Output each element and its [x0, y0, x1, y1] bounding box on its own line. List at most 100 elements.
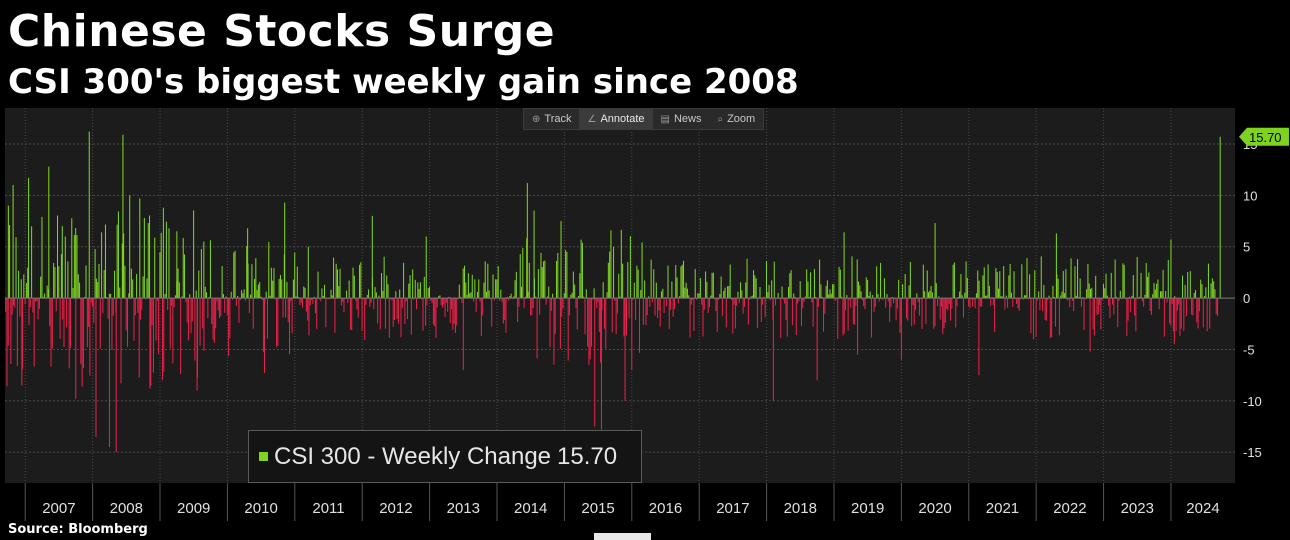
bar [189, 294, 191, 299]
bar [462, 298, 464, 370]
bar [887, 298, 889, 302]
bar [592, 298, 594, 300]
bar [518, 298, 520, 307]
bar [91, 298, 94, 307]
bar [1121, 298, 1123, 300]
bar [1077, 259, 1079, 299]
bar [807, 281, 809, 299]
bar [29, 298, 31, 308]
bar [1170, 239, 1172, 299]
bar [863, 298, 865, 307]
bar [692, 298, 694, 300]
source-note: Source: Bloomberg [8, 522, 148, 537]
bar [526, 183, 528, 299]
bar [266, 298, 269, 339]
bar [915, 298, 917, 310]
bar [1007, 298, 1009, 308]
bar [438, 296, 440, 299]
bar [751, 295, 753, 299]
bar [381, 273, 383, 299]
bar [957, 296, 959, 299]
bar [817, 298, 819, 307]
bar [758, 298, 760, 300]
x-tick-label: 2018 [784, 500, 817, 517]
bar [638, 298, 640, 353]
bar [935, 283, 937, 299]
bar [10, 298, 12, 364]
bar [155, 298, 157, 341]
bar [777, 292, 779, 299]
bar [718, 298, 720, 300]
bar [33, 298, 35, 367]
bar [660, 291, 663, 299]
bar [918, 298, 920, 316]
bar [301, 298, 303, 308]
bar [637, 269, 639, 299]
bar [94, 249, 96, 299]
bar [139, 298, 141, 320]
bar [252, 298, 254, 329]
bar [878, 298, 880, 302]
x-axis-strip [0, 483, 1235, 523]
bar [104, 224, 106, 299]
bar [211, 298, 213, 325]
bar [1021, 264, 1023, 299]
x-tick-label: 2020 [918, 500, 951, 517]
bar [413, 298, 415, 300]
bar [1005, 295, 1007, 299]
bar [1213, 281, 1215, 299]
bar [1196, 298, 1198, 323]
bar [362, 298, 364, 300]
bar [727, 286, 729, 299]
track-label: Track [544, 113, 572, 125]
bar [443, 298, 445, 305]
bar [1178, 298, 1180, 305]
bar [1206, 298, 1208, 332]
bar [894, 298, 896, 300]
bar [213, 298, 215, 343]
bar [883, 278, 885, 299]
bar [873, 298, 875, 312]
bar [244, 298, 246, 301]
bar [600, 298, 602, 363]
bar [397, 298, 399, 324]
bar [565, 250, 567, 299]
news-button[interactable]: ▤ News [653, 109, 710, 129]
bar [676, 277, 678, 299]
bar [815, 296, 817, 299]
bar [66, 298, 68, 328]
bar [509, 295, 511, 299]
scroll-handle[interactable] [594, 533, 651, 540]
bar [829, 289, 831, 299]
bar [750, 296, 752, 299]
bar [36, 298, 38, 302]
bar [393, 298, 396, 320]
bar [566, 251, 568, 299]
annotate-button[interactable]: ∠ Annotate [579, 109, 653, 129]
bar [1136, 256, 1138, 299]
bar [98, 263, 100, 299]
bar [593, 288, 595, 299]
bar [355, 298, 357, 301]
bar [19, 298, 21, 317]
bar [546, 296, 548, 299]
bar [834, 298, 836, 301]
bar [7, 205, 9, 299]
bar [158, 298, 160, 354]
bar [1087, 264, 1089, 299]
track-button[interactable]: ⊕ Track [524, 109, 579, 129]
bar [861, 298, 863, 301]
bar [268, 242, 270, 299]
bar [276, 298, 278, 347]
bar [942, 298, 944, 335]
bar [454, 298, 456, 334]
bar [785, 298, 787, 320]
bar [273, 267, 275, 299]
bar [659, 298, 661, 327]
bar [496, 279, 498, 299]
bar [370, 298, 372, 303]
bar [489, 298, 491, 300]
bar [37, 298, 39, 320]
zoom-button[interactable]: ⌕ Zoom [709, 109, 763, 129]
bar [480, 298, 482, 337]
